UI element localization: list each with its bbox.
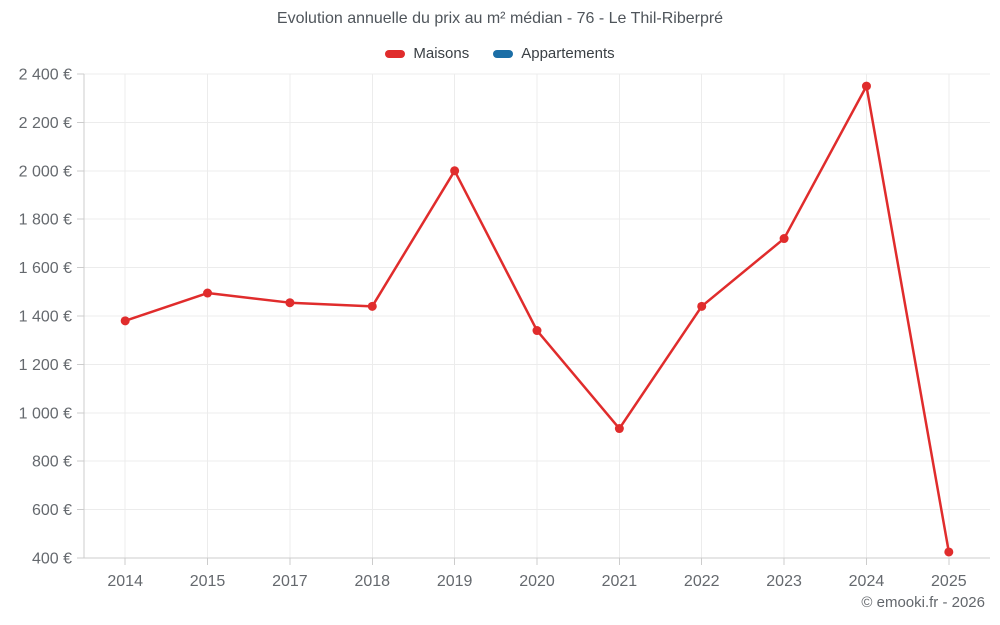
x-tick-label: 2019 [437, 573, 473, 590]
y-tick-label: 1 000 € [19, 405, 72, 422]
y-tick-label: 1 200 € [19, 357, 72, 374]
x-tick-label: 2022 [684, 573, 720, 590]
y-tick-label: 400 € [32, 551, 72, 568]
data-point[interactable] [861, 81, 871, 91]
x-tick-label: 2023 [766, 573, 802, 590]
x-tick-label: 2014 [107, 573, 143, 590]
chart-title: Evolution annuelle du prix au m² médian … [276, 10, 724, 27]
y-tick-label: 1 800 € [19, 212, 72, 229]
y-tick-label: 800 € [32, 454, 72, 471]
data-point[interactable] [614, 424, 624, 434]
legend-label-appartements: Appartements [521, 45, 615, 62]
legend-item-appartements[interactable]: Appartements [493, 45, 615, 62]
data-point[interactable] [285, 298, 295, 308]
y-tick-label: 1 400 € [19, 309, 72, 326]
x-tick-label: 2017 [272, 573, 308, 590]
x-tick-label: 2021 [602, 573, 638, 590]
x-tick-label: 2020 [519, 573, 555, 590]
y-tick-label: 2 400 € [19, 67, 72, 84]
x-tick-label: 2025 [931, 573, 967, 590]
appartements-swatch-icon [493, 49, 514, 58]
legend: Maisons Appartements [0, 45, 1000, 62]
x-tick-label: 2015 [190, 573, 226, 590]
data-point[interactable] [203, 288, 213, 298]
x-tick-label: 2018 [354, 573, 390, 590]
legend-item-maisons[interactable]: Maisons [385, 45, 469, 62]
data-point[interactable] [697, 301, 707, 311]
data-point[interactable] [532, 326, 542, 336]
x-tick-label: 2024 [849, 573, 885, 590]
legend-label-maisons: Maisons [413, 45, 470, 62]
data-point[interactable] [367, 301, 377, 311]
y-tick-label: 2 200 € [19, 115, 72, 132]
y-tick-label: 1 600 € [19, 260, 72, 277]
data-point[interactable] [779, 234, 789, 244]
maisons-swatch-icon [385, 49, 406, 58]
y-tick-label: 2 000 € [19, 163, 72, 180]
y-tick-label: 600 € [32, 502, 72, 519]
data-point[interactable] [120, 316, 130, 326]
data-point[interactable] [944, 547, 954, 557]
credit-text: © emooki.fr - 2026 [861, 594, 985, 611]
data-point[interactable] [450, 166, 460, 176]
